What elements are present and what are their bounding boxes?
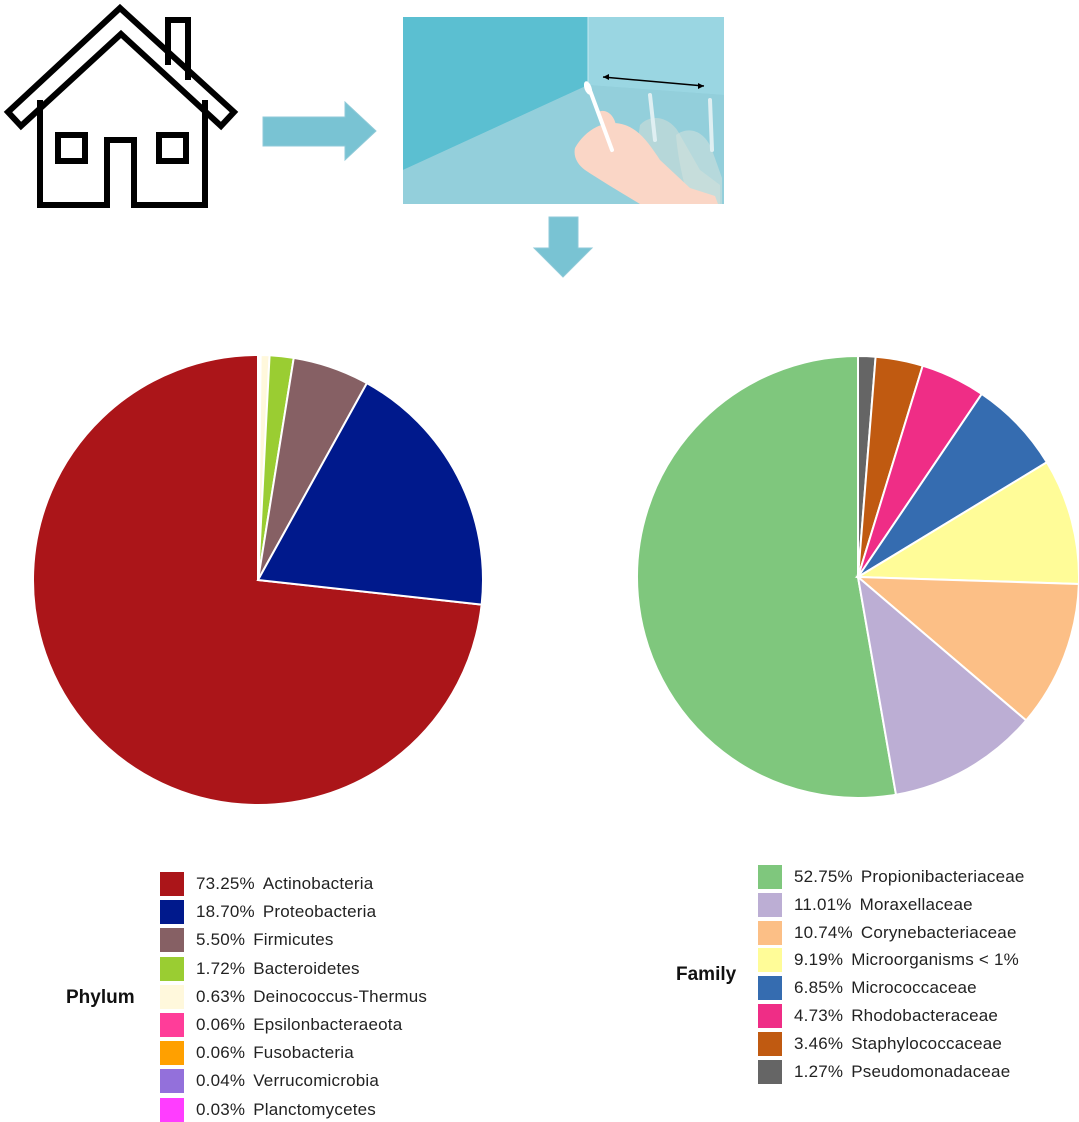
legend-swatch xyxy=(160,872,184,896)
pie-slice xyxy=(855,575,1079,722)
legend-label: Moraxellaceae xyxy=(859,894,973,914)
arrow-icon xyxy=(532,216,594,278)
legend-swatch xyxy=(160,1013,184,1037)
legend-percent: 4.73% xyxy=(794,1006,844,1025)
legend-item: 0.06% Epsilonbacteraeota xyxy=(160,1013,402,1037)
legend-swatch xyxy=(160,956,184,981)
legend-label: Micrococcaceae xyxy=(851,978,977,998)
legend-swatch xyxy=(160,1069,184,1094)
legend-percent: 18.70% xyxy=(196,902,255,922)
legend-percent: 73.25% xyxy=(196,874,255,893)
legend-swatch xyxy=(758,865,782,889)
legend-label: Actinobacteria xyxy=(262,874,374,893)
legend-percent: 1.27% xyxy=(794,1061,844,1081)
legend-item: 0.06% Fusobacteria xyxy=(160,1041,354,1066)
legend-swatch xyxy=(758,1059,782,1084)
legend-item: 52.75% Propionibacteriaceae xyxy=(758,865,1025,889)
legend-item: 1.27% Pseudomonadaceae xyxy=(758,1059,1011,1084)
legend-percent: 0.06% xyxy=(196,1015,246,1034)
legend-label: Planctomycetes xyxy=(253,1099,376,1119)
legend-label: Epsilonbacteraeota xyxy=(253,1015,403,1034)
legend-label: Bacteroidetes xyxy=(253,958,360,978)
legend-swatch xyxy=(160,1097,184,1122)
legend-item: 3.46% Staphylococcaceae xyxy=(758,1031,1003,1056)
legend-item: 0.63% Deinococcus-Thermus xyxy=(160,984,428,1009)
legend-item: 9.19% Microorganisms < 1% xyxy=(758,948,1019,973)
legend-item: 5.50% Firmicutes xyxy=(160,928,334,953)
legend-label: Pseudomonadaceae xyxy=(851,1061,1011,1081)
legend-percent: 5.50% xyxy=(196,930,246,950)
legend-label: Microorganisms < 1% xyxy=(851,950,1019,970)
legend-swatch xyxy=(160,928,184,953)
legend-swatch xyxy=(758,1004,782,1028)
legend-label: Deinococcus-Thermus xyxy=(253,986,428,1006)
legend-percent: 6.85% xyxy=(794,978,844,998)
legend-item: 10.74% Corynebacteriaceae xyxy=(758,920,1017,945)
legend-percent: 0.03% xyxy=(196,1099,246,1119)
legend-percent: 0.06% xyxy=(196,1043,246,1063)
legend-item: 11.01% Moraxellaceae xyxy=(758,892,973,917)
legend-swatch xyxy=(758,892,782,917)
legend-label: Staphylococcaceae xyxy=(851,1033,1003,1053)
legend-percent: 10.74% xyxy=(794,922,853,942)
legend-title: Phylum xyxy=(66,987,135,1008)
legend-label: Verrucomicrobia xyxy=(253,1071,380,1091)
legend-item: 0.04% Verrucomicrobia xyxy=(160,1069,380,1094)
pie-slice xyxy=(636,354,898,799)
legend-item: 4.73% Rhodobacteraceae xyxy=(758,1004,998,1028)
legend-label: Proteobacteria xyxy=(262,902,377,922)
legend-label: Corynebacteriaceae xyxy=(860,922,1017,942)
phylum-pie-chart xyxy=(32,353,484,806)
legend-label: Firmicutes xyxy=(253,930,334,950)
pie-slice xyxy=(256,381,484,606)
legend-item: 1.72% Bacteroidetes xyxy=(160,956,360,981)
swab-sampling-illustration xyxy=(403,17,724,204)
pie-slice xyxy=(856,574,1028,796)
legend-swatch xyxy=(160,984,184,1009)
legend-item: 73.25% Actinobacteria xyxy=(160,872,373,896)
legend-item: 6.85% Micrococcaceae xyxy=(758,976,977,1001)
legend-percent: 0.04% xyxy=(196,1071,246,1091)
legend-label: Fusobacteria xyxy=(253,1043,354,1063)
legend-item: 0.03% Planctomycetes xyxy=(160,1097,376,1122)
legend-percent: 3.46% xyxy=(794,1033,844,1053)
arrow-icon xyxy=(262,100,377,162)
house-icon xyxy=(3,3,239,208)
legend-swatch xyxy=(758,920,782,945)
legend-label: Propionibacteriaceae xyxy=(860,867,1025,886)
legend-swatch xyxy=(758,948,782,973)
legend-percent: 9.19% xyxy=(794,950,844,970)
legend-swatch xyxy=(758,1031,782,1056)
legend-label: Rhodobacteraceae xyxy=(851,1006,999,1025)
legend-percent: 0.63% xyxy=(196,986,246,1006)
legend-title: Family xyxy=(676,964,737,985)
family-pie-chart xyxy=(636,354,1079,799)
legend-swatch xyxy=(160,900,184,925)
legend-swatch xyxy=(758,976,782,1001)
legend-swatch xyxy=(160,1041,184,1066)
legend-percent: 11.01% xyxy=(794,894,852,914)
legend-percent: 1.72% xyxy=(196,958,246,978)
legend-percent: 52.75% xyxy=(794,867,853,886)
legend-item: 18.70% Proteobacteria xyxy=(160,900,377,925)
